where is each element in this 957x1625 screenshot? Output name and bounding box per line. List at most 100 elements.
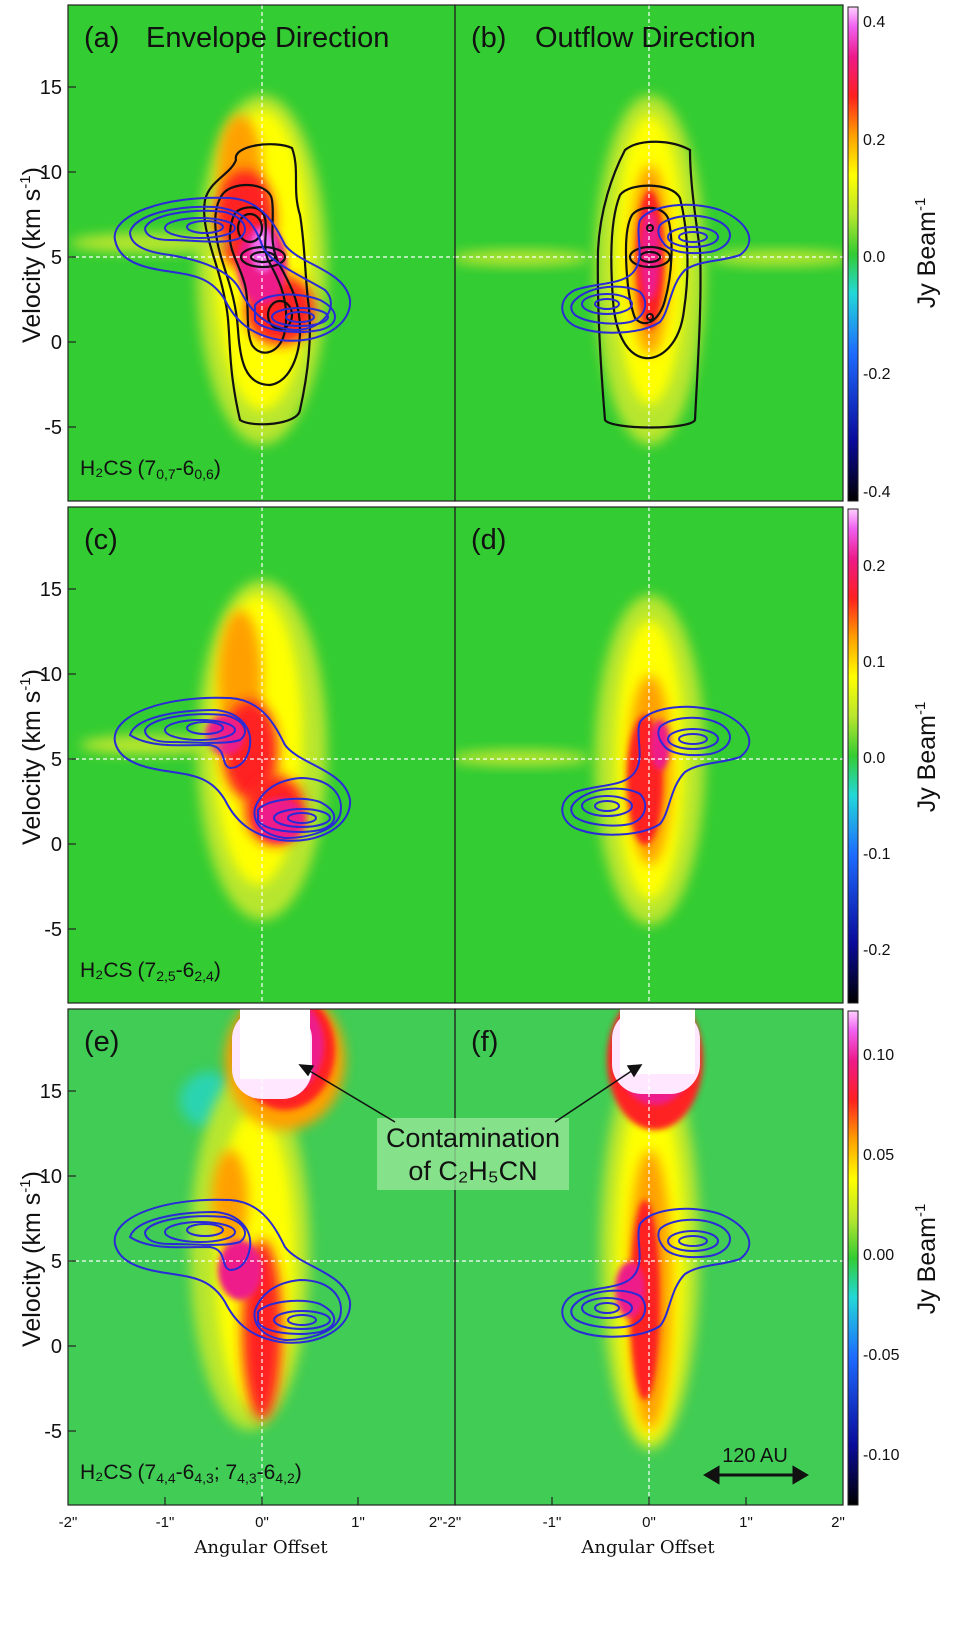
svg-text:0.4: 0.4 [863,14,885,31]
y-tick-labels: 15 10 5 0 -5 15 10 5 0 -5 15 10 5 0 -5 [40,77,62,1443]
svg-text:0: 0 [51,1336,62,1358]
svg-text:0.10: 0.10 [863,1047,894,1064]
panel-d-blue-contour-3 [667,728,719,750]
svg-text:5: 5 [51,247,62,269]
scalebar-label: 120 AU [722,1445,788,1467]
panel-f-blue-contour-1 [561,1207,751,1338]
panel-a-blue-contour-5 [186,220,224,234]
panel-a-molecule-label: H₂CS (70,7-60,6) [80,457,221,482]
svg-text:10: 10 [40,1166,62,1188]
panel-b-frame [454,4,844,502]
svg-text:5: 5 [51,749,62,771]
svg-text:-1": -1" [156,1514,175,1531]
tick-marks [68,86,747,1505]
panel-b-black-contour-1 [596,140,702,429]
panel-a-blue-contour-8 [285,311,315,323]
svg-text:-0.05: -0.05 [863,1347,900,1364]
svg-text:-1": -1" [543,1514,562,1531]
panel-a-blue-contour-1 [113,196,352,342]
panel-f-blue-contour-3 [667,1230,719,1252]
svg-text:0.05: 0.05 [863,1147,894,1164]
svg-text:1": 1" [739,1514,753,1531]
svg-text:0.0: 0.0 [863,249,885,266]
panel-c-blue-contour-7 [257,797,336,833]
panel-f-tag: (f) [471,1026,498,1058]
svg-text:-0.1: -0.1 [863,846,891,863]
panel-c-blue-contour-3 [143,713,246,744]
panel-a-black-contour-1 [203,143,311,426]
panel-f-contours [561,1207,751,1338]
y-axis-label-e: Velocity (km s-1) [17,1171,46,1347]
panel-d-tag: (d) [471,524,506,556]
svg-text:2"-2": 2"-2" [429,1514,461,1531]
svg-text:-5: -5 [44,919,62,941]
panel-e-blue-contour-3 [143,1215,246,1246]
panel-d-blue-contour-6 [581,795,633,817]
panel-c-contours [113,696,352,842]
panel-b-blue-contour-4 [678,231,708,243]
panel-d-blue-contour-4 [678,733,708,745]
panel-b-contours [561,140,751,429]
contamination-arrows [298,1064,643,1123]
panel-a-blue-contour-6 [254,293,336,333]
panel-f-heatmap [600,1009,703,1450]
panel-c-molecule-label: H₂CS (72,5-62,4) [80,959,221,984]
svg-text:0.1: 0.1 [863,654,885,671]
panel-c-blue-contour-1 [113,696,352,842]
svg-text:-0.10: -0.10 [863,1447,900,1464]
panel-f-blue-contour-5 [570,1289,647,1329]
panel-a-blue-contour-7 [271,307,329,327]
panel-e-blue-contour-2 [128,1210,252,1272]
panel-c-blue-contour-9 [287,812,317,824]
panel-e-blue-contour-1 [113,1198,352,1344]
panel-d-blue-contour-1 [561,705,751,836]
panel-e-molecule-label: H₂CS (74,4-64,3; 74,3-64,2) [80,1461,302,1486]
panel-a-contours [113,143,352,426]
colorbar-label-2: Jy Beam-1 [912,702,941,813]
panel-b-blue-contour-6 [581,293,633,315]
panel-c-blue-contour-2 [128,708,252,770]
crosshairs [68,5,843,1505]
panel-f-blue-contour-2 [657,1218,732,1259]
panel-b-blue-contour-1 [561,203,751,334]
svg-text:10: 10 [40,664,62,686]
svg-text:-0.2: -0.2 [863,942,891,959]
panel-d-contours [561,705,751,836]
panel-e-tag: (e) [84,1026,119,1058]
panel-e-blue-contour-4 [164,1221,236,1243]
panel-e-blue-contour-7 [257,1299,336,1335]
contamination-arrowhead-left [298,1064,315,1077]
panel-f-blue-contour-7 [594,1302,620,1314]
panel-b-blue-contour-2 [657,214,732,255]
panel-a-black-contour-2 [214,183,302,387]
x-tick-labels: -2" -1" 0" 1" 2"-2" -1" 0" 1" 2" [59,1514,845,1531]
svg-text:5: 5 [51,1251,62,1273]
svg-text:0": 0" [642,1514,656,1531]
svg-text:10: 10 [40,162,62,184]
panel-a-blue-contour-2 [128,205,332,332]
svg-text:2": 2" [831,1514,845,1531]
panel-a-black-contour-7 [266,299,294,331]
panel-d-blue-contour-2 [657,716,732,757]
colorbar-tick-labels: 0.4 0.2 0.0 -0.2 -0.4 0.2 0.1 0.0 -0.1 -0.2 0.10… [863,14,900,1464]
panel-b-black-contour-4 [628,245,672,269]
panel-b-blue-contour-3 [667,226,719,248]
panel-d-frame [454,506,844,1004]
svg-text:0: 0 [51,332,62,354]
panel-a-black-contour-6 [236,212,264,244]
panel-b-black-contour-2 [610,184,689,360]
panel-d-blue-contour-5 [570,787,647,827]
svg-text:-5: -5 [44,417,62,439]
panel-a-title: Envelope Direction [146,22,389,54]
svg-text:0: 0 [51,834,62,856]
contamination-annotation-line1: Contamination [386,1123,560,1153]
panel-f-blue-contour-6 [581,1297,633,1319]
svg-text:15: 15 [40,77,62,99]
panel-c-blue-contour-5 [186,721,224,735]
panel-a-blue-contour-4 [164,217,236,239]
svg-text:-5: -5 [44,1421,62,1443]
scalebar-arrow [703,1465,809,1485]
colorbar-3 [847,1010,859,1506]
panel-f-blue-contour-4 [678,1235,708,1247]
